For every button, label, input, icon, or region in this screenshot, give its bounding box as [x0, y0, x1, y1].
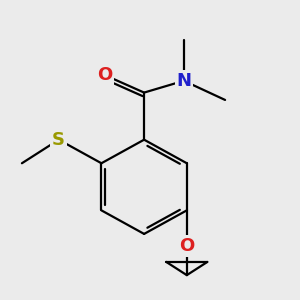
Text: O: O	[179, 237, 194, 255]
Text: O: O	[97, 66, 112, 84]
Text: S: S	[52, 131, 65, 149]
Text: N: N	[176, 72, 191, 90]
